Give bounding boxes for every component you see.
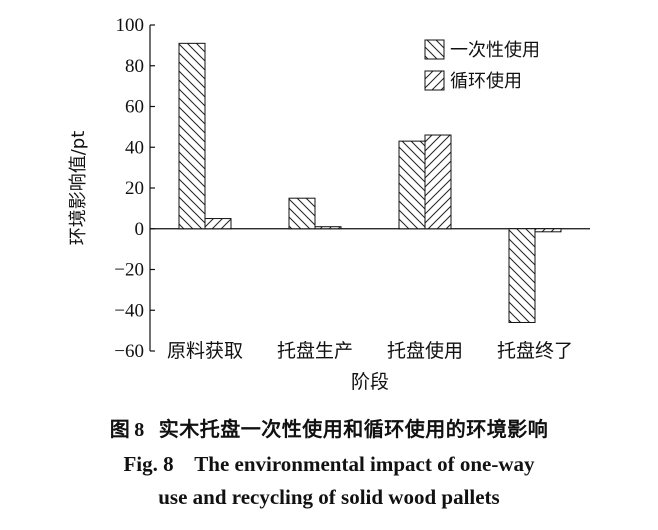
- y-tick-label: −60: [114, 341, 144, 362]
- y-tick-label: 60: [125, 97, 144, 118]
- legend-swatch: [424, 39, 445, 60]
- figure-caption-chinese: 图 8 实木托盘一次性使用和循环使用的环境影响: [0, 413, 658, 442]
- labels: −60 −40 −20 0 20 40 60 80 100 环境影响值/pt 阶段 原料获取 托盘生产 托…: [68, 15, 573, 393]
- y-tick-label: −20: [114, 260, 144, 281]
- bars: [178, 42, 562, 323]
- bar: [288, 197, 316, 230]
- legend-swatch: [424, 70, 445, 91]
- y-tick-label: 100: [116, 15, 145, 36]
- y-tick-label: 40: [125, 137, 144, 158]
- figure-caption-english-line-2: use and recycling of solid wood pallets: [158, 485, 500, 509]
- caption-zh-prefix: 图: [109, 417, 131, 441]
- bar: [204, 218, 232, 230]
- bar-chart: −60 −40 −20 0 20 40 60 80 100 环境影响值/pt 阶段 原料获取 托盘生产 托…: [68, 15, 590, 393]
- x-axis-title: 阶段: [351, 371, 389, 393]
- x-tick-label: 原料获取: [167, 340, 243, 362]
- y-axis-title: 环境影响值/pt: [68, 131, 89, 246]
- bar: [534, 228, 562, 233]
- y-tick-label: 0: [135, 219, 145, 240]
- bar: [398, 140, 426, 230]
- bar: [508, 228, 536, 323]
- legend-label: 一次性使用: [450, 40, 540, 61]
- x-tick-label: 托盘生产: [277, 340, 353, 362]
- bar: [314, 226, 342, 230]
- y-tick-label: 80: [125, 56, 144, 77]
- caption-zh-text: 实木托盘一次性使用和循环使用的环境影响: [158, 417, 549, 441]
- y-tick-label: 20: [125, 178, 144, 199]
- x-tick-label: 托盘终了: [497, 340, 573, 362]
- figure-caption-english-line-1: Fig. 8 The environmental impact of one-w…: [123, 452, 535, 476]
- x-tick-label: 托盘使用: [387, 340, 463, 362]
- caption-zh-number: 8: [134, 419, 145, 441]
- legend-label: 循环使用: [450, 71, 522, 92]
- y-tick-label: −40: [114, 300, 144, 321]
- bar: [424, 134, 452, 230]
- bar: [178, 42, 206, 230]
